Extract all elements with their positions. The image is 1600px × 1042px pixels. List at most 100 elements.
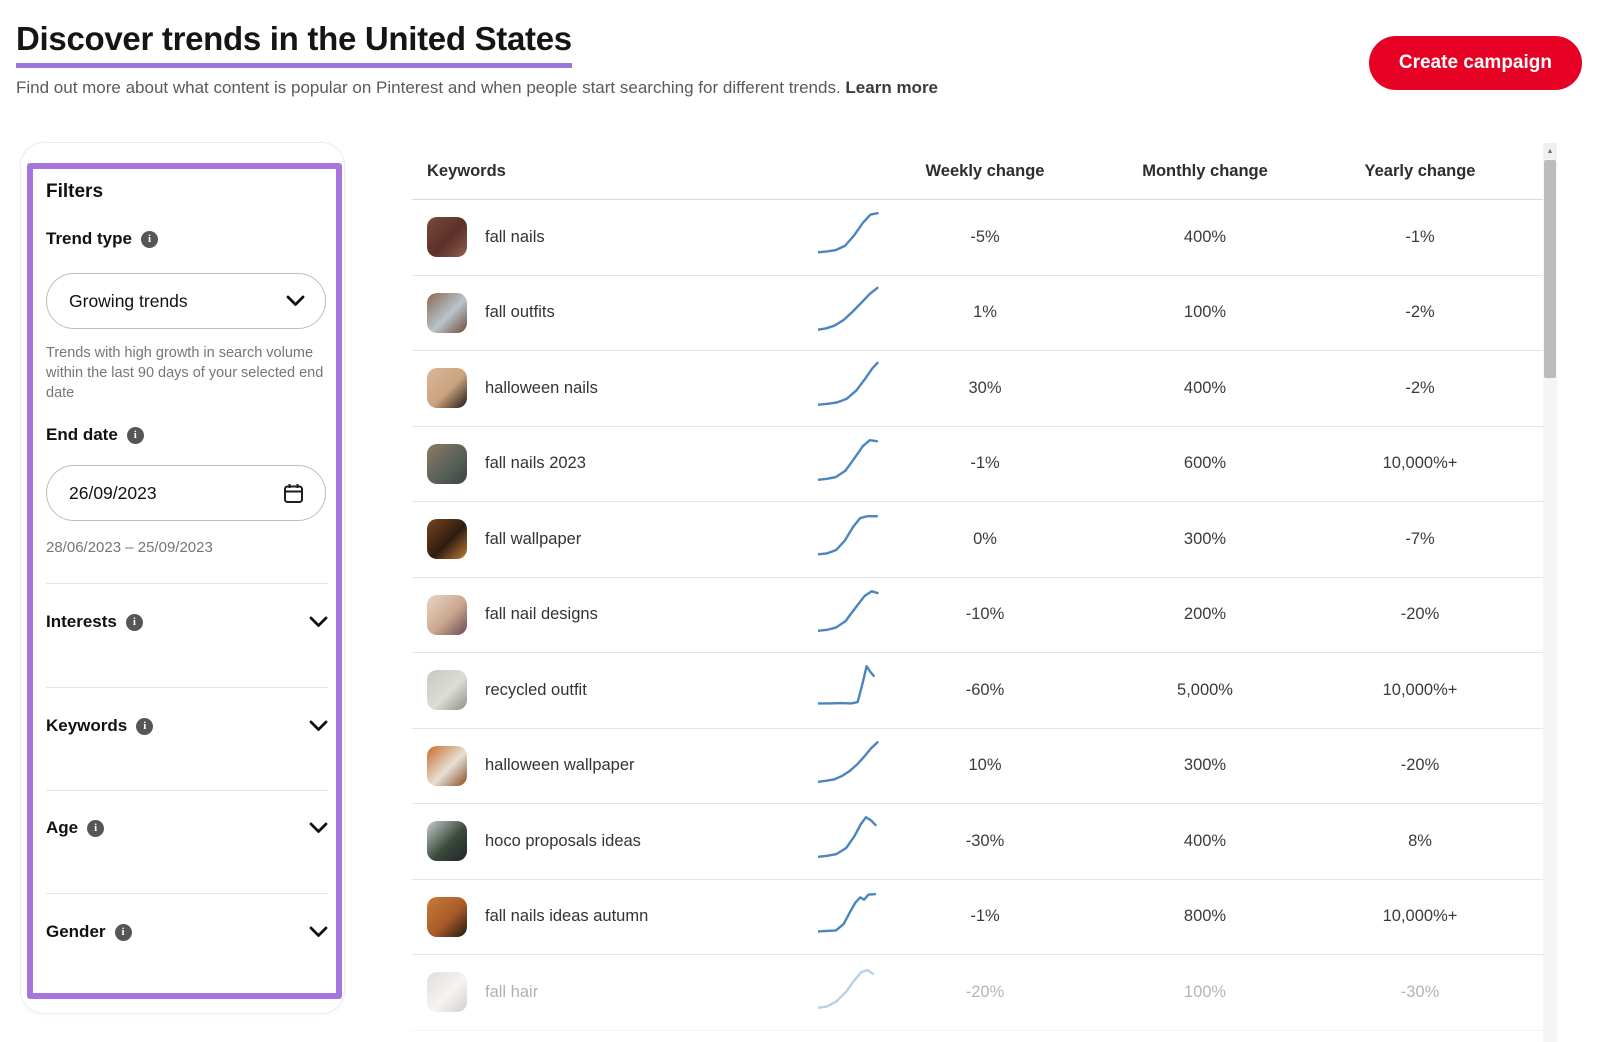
section-label: Keywords bbox=[46, 716, 128, 735]
column-header-keywords: Keywords bbox=[427, 161, 506, 180]
keyword-thumbnail bbox=[427, 745, 467, 786]
keyword-thumbnail bbox=[427, 519, 467, 560]
trend-sparkline bbox=[818, 890, 882, 936]
keyword-label: fall hair bbox=[485, 982, 539, 1001]
monthly-change-value: 400% bbox=[1183, 227, 1227, 246]
yearly-change-value: -7% bbox=[1405, 529, 1435, 548]
end-date-value: 26/09/2023 bbox=[69, 482, 157, 503]
filter-section-keywords[interactable]: Keywords i bbox=[46, 709, 328, 743]
yearly-change-value: -30% bbox=[1400, 982, 1440, 1001]
keyword-label: fall nails 2023 bbox=[485, 454, 586, 473]
chevron-down-icon bbox=[286, 295, 305, 307]
info-icon[interactable]: i bbox=[136, 717, 154, 735]
monthly-change-value: 100% bbox=[1183, 982, 1227, 1001]
scroll-up-icon[interactable]: ▲ bbox=[1543, 143, 1557, 159]
trend-sparkline bbox=[818, 210, 882, 256]
table-row[interactable]: fall nails ideas autumn -1% 800% 10,000%+ bbox=[412, 880, 1543, 955]
trend-sparkline bbox=[818, 437, 882, 483]
end-date-input[interactable]: 26/09/2023 bbox=[46, 465, 326, 521]
table-row[interactable]: recycled outfit -60% 5,000% 10,000%+ bbox=[412, 653, 1543, 729]
filter-section-interests[interactable]: Interests i bbox=[46, 605, 328, 639]
weekly-change-value: 10% bbox=[968, 756, 1002, 775]
divider bbox=[46, 790, 328, 791]
table-row[interactable]: fall nails -5% 400% -1% bbox=[412, 200, 1543, 276]
end-date-label-row: End date i bbox=[46, 425, 144, 445]
monthly-change-value: 400% bbox=[1183, 378, 1227, 397]
divider bbox=[46, 687, 328, 688]
end-date-label: End date bbox=[46, 425, 118, 444]
page-title: Discover trends in the United States bbox=[16, 20, 572, 68]
column-header-weekly: Weekly change bbox=[925, 161, 1045, 180]
table-row[interactable]: fall wallpaper 0% 300% -7% bbox=[412, 502, 1543, 578]
column-header-monthly: Monthly change bbox=[1142, 161, 1268, 180]
trend-type-label: Trend type bbox=[46, 229, 132, 248]
section-label: Interests bbox=[46, 612, 117, 631]
info-icon[interactable]: i bbox=[140, 230, 158, 248]
info-icon[interactable]: i bbox=[87, 819, 105, 837]
info-icon[interactable]: i bbox=[125, 613, 143, 631]
keyword-thumbnail bbox=[427, 821, 467, 862]
table-row[interactable]: hoco proposals ideas -30% 400% 8% bbox=[412, 804, 1543, 880]
yearly-change-value: -1% bbox=[1405, 227, 1435, 246]
monthly-change-value: 200% bbox=[1183, 605, 1227, 624]
vertical-scrollbar[interactable]: ▲ bbox=[1543, 143, 1557, 1042]
weekly-change-value: 1% bbox=[973, 303, 997, 322]
trend-type-label-row: Trend type i bbox=[46, 229, 158, 249]
trend-sparkline bbox=[818, 965, 882, 1011]
keyword-label: fall outfits bbox=[485, 303, 555, 322]
table-row[interactable]: fall outfits 1% 100% -2% bbox=[412, 276, 1543, 351]
weekly-change-value: -60% bbox=[965, 680, 1005, 699]
create-campaign-button[interactable]: Create campaign bbox=[1368, 36, 1582, 90]
trend-sparkline bbox=[818, 286, 882, 332]
subtitle-text: Find out more about what content is popu… bbox=[16, 78, 841, 97]
monthly-change-value: 300% bbox=[1183, 529, 1227, 548]
weekly-change-value: -1% bbox=[970, 907, 1000, 926]
filters-heading: Filters bbox=[46, 181, 104, 202]
monthly-change-value: 800% bbox=[1183, 907, 1227, 926]
keyword-thumbnail bbox=[427, 972, 467, 1013]
table-row[interactable]: halloween wallpaper 10% 300% -20% bbox=[412, 729, 1543, 804]
section-label: Age bbox=[46, 818, 79, 837]
weekly-change-value: -10% bbox=[965, 605, 1005, 624]
monthly-change-value: 300% bbox=[1183, 756, 1227, 775]
trend-type-value: Growing trends bbox=[69, 290, 188, 311]
yearly-change-value: -2% bbox=[1405, 378, 1435, 397]
keyword-thumbnail bbox=[427, 896, 467, 937]
keyword-label: fall wallpaper bbox=[485, 529, 582, 548]
learn-more-link[interactable]: Learn more bbox=[845, 78, 939, 97]
weekly-change-value: 0% bbox=[973, 529, 997, 548]
weekly-change-value: -30% bbox=[965, 831, 1005, 850]
filter-section-age[interactable]: Age i bbox=[46, 811, 328, 845]
chevron-down-icon bbox=[309, 616, 328, 628]
keyword-thumbnail bbox=[427, 594, 467, 635]
scrollbar-thumb[interactable] bbox=[1544, 160, 1556, 378]
monthly-change-value: 400% bbox=[1183, 831, 1227, 850]
trend-type-description: Trends with high growth in search volume… bbox=[46, 345, 324, 401]
section-label: Gender bbox=[46, 922, 106, 941]
info-icon[interactable]: i bbox=[126, 426, 144, 444]
divider bbox=[46, 583, 328, 584]
info-icon[interactable]: i bbox=[114, 923, 132, 941]
chevron-down-icon bbox=[309, 822, 328, 834]
table-row[interactable]: fall hair -20% 100% -30% bbox=[412, 955, 1543, 1031]
filters-panel: Filters Trend type i Growing trends Tren… bbox=[20, 142, 345, 1014]
keyword-label: recycled outfit bbox=[485, 680, 587, 699]
chevron-down-icon bbox=[309, 720, 328, 732]
filter-section-gender[interactable]: Gender i bbox=[46, 915, 328, 949]
chevron-down-icon bbox=[309, 926, 328, 938]
weekly-change-value: 30% bbox=[968, 378, 1002, 397]
trend-type-select[interactable]: Growing trends bbox=[46, 273, 326, 329]
trend-sparkline bbox=[818, 512, 882, 558]
table-row[interactable]: fall nails 2023 -1% 600% 10,000%+ bbox=[412, 427, 1543, 502]
keyword-thumbnail bbox=[427, 217, 467, 258]
table-row[interactable]: halloween nails 30% 400% -2% bbox=[412, 351, 1543, 427]
table-row[interactable]: fall nail designs -10% 200% -20% bbox=[412, 578, 1543, 653]
yearly-change-value: 10,000%+ bbox=[1382, 680, 1458, 699]
yearly-change-value: 8% bbox=[1408, 831, 1432, 850]
table-header-row: Keywords Weekly change Monthly change Yearl… bbox=[412, 143, 1543, 200]
keyword-thumbnail bbox=[427, 368, 467, 409]
trend-sparkline bbox=[818, 663, 882, 709]
yearly-change-value: 10,000%+ bbox=[1382, 907, 1458, 926]
yearly-change-value: -2% bbox=[1405, 303, 1435, 322]
